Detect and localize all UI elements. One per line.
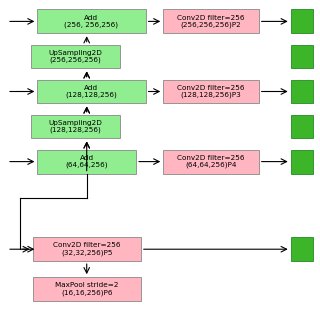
FancyBboxPatch shape <box>163 80 259 103</box>
Text: Conv2D filter=256
(128,128,256)P3: Conv2D filter=256 (128,128,256)P3 <box>177 85 245 98</box>
FancyBboxPatch shape <box>31 44 120 68</box>
FancyBboxPatch shape <box>33 237 141 261</box>
FancyBboxPatch shape <box>291 80 313 103</box>
Text: Add
(256, 256,256): Add (256, 256,256) <box>65 15 118 28</box>
Text: UpSampling2D
(128,128,256): UpSampling2D (128,128,256) <box>49 120 102 133</box>
FancyBboxPatch shape <box>37 150 136 173</box>
Text: Conv2D filter=256
(32,32,256)P5: Conv2D filter=256 (32,32,256)P5 <box>53 243 120 256</box>
Text: Add
(128,128,256): Add (128,128,256) <box>66 85 117 98</box>
FancyBboxPatch shape <box>291 115 313 139</box>
FancyBboxPatch shape <box>37 80 146 103</box>
Text: UpSampling2D
(256,256,256): UpSampling2D (256,256,256) <box>49 50 102 63</box>
Text: Conv2D filter=256
(256,256,256)P2: Conv2D filter=256 (256,256,256)P2 <box>177 15 245 28</box>
Text: MaxPool stride=2
(16,16,256)P6: MaxPool stride=2 (16,16,256)P6 <box>55 282 118 296</box>
FancyBboxPatch shape <box>291 150 313 173</box>
FancyBboxPatch shape <box>33 277 141 301</box>
Text: Add
(64,64,256): Add (64,64,256) <box>66 155 108 168</box>
FancyBboxPatch shape <box>291 44 313 68</box>
FancyBboxPatch shape <box>291 237 313 261</box>
FancyBboxPatch shape <box>291 10 313 33</box>
FancyBboxPatch shape <box>163 10 259 33</box>
FancyBboxPatch shape <box>37 10 146 33</box>
Text: Conv2D filter=256
(64,64,256)P4: Conv2D filter=256 (64,64,256)P4 <box>177 155 245 168</box>
FancyBboxPatch shape <box>31 115 120 139</box>
FancyBboxPatch shape <box>163 150 259 173</box>
